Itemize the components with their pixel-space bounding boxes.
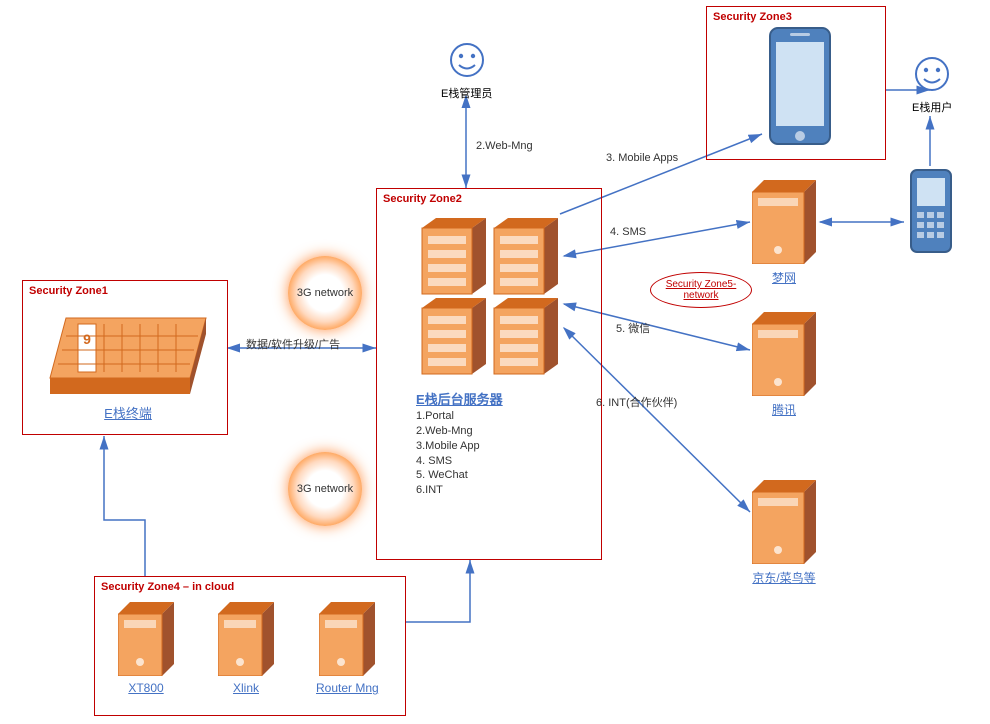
server-icon	[752, 312, 816, 396]
user-actor: E栈用户	[912, 54, 952, 115]
3g-top-label: 3G network	[297, 287, 353, 299]
terminal-node: 9 E栈终端	[48, 308, 208, 422]
server-icon	[752, 180, 816, 264]
jd-label: 京东/菜鸟等	[752, 569, 816, 586]
user-label: E栈用户	[912, 99, 952, 115]
zone5-ellipse: Security Zone5- network	[650, 272, 752, 308]
feature-phone-icon	[907, 168, 955, 254]
admin-actor: E栈管理员	[441, 40, 492, 101]
router-mng-node: Router Mng	[316, 602, 379, 695]
smiley-icon	[912, 54, 952, 94]
feature-phone-node	[907, 168, 955, 259]
jd-node: 京东/菜鸟等	[752, 480, 816, 586]
3g-bottom-label: 3G network	[297, 483, 353, 495]
xt800-label: XT800	[118, 681, 174, 695]
server-icon	[118, 602, 174, 676]
smartphone-node	[764, 24, 836, 153]
tencent-label: 腾讯	[752, 401, 816, 418]
3g-network-top: 3G network	[288, 256, 362, 330]
zone3-label: Security Zone3	[713, 11, 792, 23]
mengwang-node: 梦网	[752, 180, 816, 286]
server-icon	[752, 480, 816, 564]
xt800-node: XT800	[118, 602, 174, 695]
edge-label: 6. INT(合作伙伴)	[596, 394, 677, 410]
smartphone-icon	[764, 24, 836, 148]
zone5-label: Security Zone5- network	[651, 279, 751, 301]
zone1-label: Security Zone1	[29, 285, 108, 297]
3g-network-bottom: 3G network	[288, 452, 362, 526]
locker-icon: 9	[48, 308, 208, 398]
diagram-canvas: Security Zone1 Security Zone2 Security Z…	[0, 0, 990, 724]
svg-text:9: 9	[83, 331, 91, 347]
edge-label: 2.Web-Mng	[476, 140, 533, 152]
edge-label: 4. SMS	[610, 226, 646, 238]
edge-label: 数据/软件升级/广告	[246, 336, 340, 352]
tencent-node: 腾讯	[752, 312, 816, 418]
smiley-icon	[447, 40, 487, 80]
edge-label: 3. Mobile Apps	[606, 152, 678, 164]
main-server-node: E栈后台服务器 1.Portal2.Web-Mng3.Mobile App4. …	[416, 214, 566, 498]
mengwang-label: 梦网	[752, 269, 816, 286]
server-cluster-icon	[416, 214, 566, 378]
terminal-label: E栈终端	[48, 403, 208, 422]
zone4-label: Security Zone4 – in cloud	[101, 581, 234, 593]
server-icon	[218, 602, 274, 676]
edge-label: 5. 微信	[616, 320, 650, 336]
xlink-label: Xlink	[218, 681, 274, 695]
zone2-label: Security Zone2	[383, 193, 462, 205]
admin-label: E栈管理员	[441, 85, 492, 101]
router-mng-label: Router Mng	[316, 681, 379, 695]
server-icon	[319, 602, 375, 676]
main-server-title: E栈后台服务器	[416, 392, 503, 407]
main-server-list: 1.Portal2.Web-Mng3.Mobile App4. SMS5. We…	[416, 409, 566, 498]
xlink-node: Xlink	[218, 602, 274, 695]
